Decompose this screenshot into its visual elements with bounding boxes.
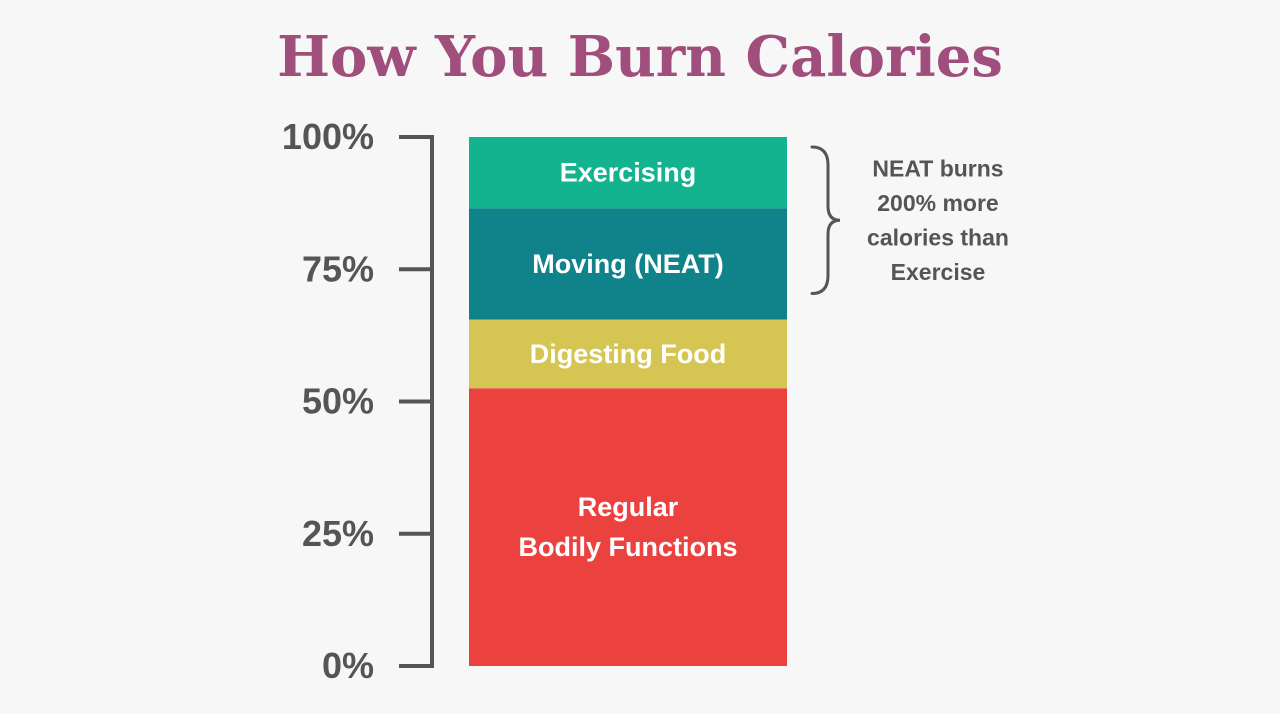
- neat-annotation: NEAT burns 200% more calories than Exercise: [810, 145, 1009, 296]
- bar-segment-digesting-food: [469, 319, 787, 389]
- bar-segment-exercising: [469, 137, 787, 209]
- y-axis: 100% 75% 50% 25% 0%: [282, 116, 434, 686]
- annotation-line: 200% more: [877, 190, 998, 216]
- y-tick-label: 50%: [302, 381, 374, 422]
- annotation-line: calories than: [867, 225, 1009, 251]
- bar-segment-moving-neat: [469, 208, 787, 320]
- segment-label-exercising: Exercising: [560, 158, 697, 188]
- y-tick-label: 25%: [302, 513, 374, 554]
- segment-label-line: Bodily Functions: [519, 532, 738, 562]
- stacked-bar: Regular Bodily Functions Digesting Food Mov…: [469, 137, 787, 666]
- y-tick-label: 100%: [282, 116, 374, 157]
- bar-segment-regular-bodily-functions: [469, 388, 787, 666]
- segment-label-regular-bodily-functions: Regular Bodily Functions: [519, 492, 738, 562]
- y-tick-label: 0%: [322, 645, 374, 686]
- segment-label-line: Moving (NEAT): [532, 249, 723, 279]
- curly-brace-icon: [810, 145, 841, 296]
- annotation-line: NEAT burns: [872, 156, 1003, 182]
- segment-label-line: Regular: [578, 492, 679, 522]
- y-tick-label: 75%: [302, 248, 374, 289]
- annotation-text: NEAT burns 200% more calories than Exercise: [867, 156, 1009, 286]
- segment-label-digesting-food: Digesting Food: [530, 339, 726, 369]
- segment-label-line: Digesting Food: [530, 339, 726, 369]
- segment-label-moving-neat: Moving (NEAT): [532, 249, 723, 279]
- segment-label-line: Exercising: [560, 158, 697, 188]
- annotation-line: Exercise: [891, 259, 986, 285]
- chart-title: How You Burn Calories: [277, 24, 1003, 90]
